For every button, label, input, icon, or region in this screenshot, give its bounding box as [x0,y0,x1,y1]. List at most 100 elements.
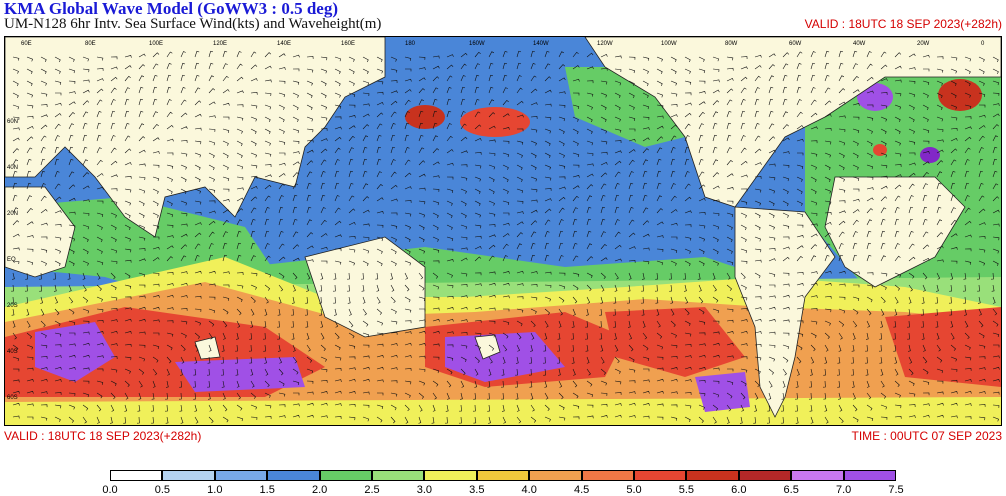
wind-barb [740,212,747,218]
wind-barb [838,50,843,58]
wind-barb [12,260,20,265]
lon-label: 120W [597,41,613,47]
wind-barb [684,158,690,166]
wind-barb [810,164,817,170]
colorbar-segment [267,470,320,481]
wind-barb [166,245,174,250]
wind-barb [264,284,271,291]
wind-barb [978,80,985,86]
wind-barb [474,332,482,337]
wind-barb [26,92,33,98]
wind-barb [376,56,383,63]
wind-barb [614,344,619,352]
wind-barb [726,212,734,218]
wind-barb [446,75,453,82]
wind-barb [208,254,214,262]
wind-barb [432,161,440,166]
wind-barb [362,236,370,241]
wind-barb [488,282,496,286]
wind-barb [893,344,897,352]
wind-barb [880,152,887,158]
wind-barb [921,332,925,340]
wind-barb [431,416,435,424]
wind-barb [754,135,761,142]
wind-barb [460,136,468,142]
wind-barb [684,284,687,292]
wind-barb [222,271,230,275]
wind-barb [123,416,127,424]
wind-barb [54,404,62,409]
wind-barb [250,64,258,70]
wind-barb [11,284,14,292]
wind-barb [390,343,398,346]
wind-barb [166,356,172,364]
wind-barb [922,161,930,166]
wind-barb [754,123,760,130]
wind-barb [641,284,644,292]
wind-barb [797,152,804,156]
wind-barb [614,150,622,154]
wind-barb [40,222,48,226]
wind-barb [180,295,188,298]
wind-barb [600,140,608,145]
wind-barb [866,51,872,58]
wind-barb [796,138,804,142]
wind-barb [936,219,943,226]
wind-barb [992,332,1000,337]
wind-barb [585,320,588,328]
wind-barb [892,332,896,340]
wind-barb [977,296,981,304]
wind-barb [824,308,832,313]
wind-barb [796,99,802,106]
wind-barb [726,236,733,243]
wind-barb [852,308,859,315]
wind-barb [768,295,776,299]
wind-barb [515,368,518,376]
wind-barb [82,404,89,411]
wind-barb [96,122,101,130]
wind-barb [432,55,440,59]
wind-barb [851,380,855,388]
wind-barb [152,75,158,82]
wind-barb [852,75,859,82]
wind-barb [460,380,465,388]
wind-barb [978,416,986,421]
wind-barb [866,230,872,238]
wind-barb [404,159,411,166]
wind-barb [978,344,986,349]
wind-barb [838,101,846,106]
wind-barb [558,219,564,226]
wind-barb [726,134,732,142]
wind-barb [250,284,257,290]
wind-barb [838,243,844,250]
wind-barb [978,158,984,166]
wind-barb [668,272,672,280]
wind-barb [712,296,719,303]
land-kerguelen [194,336,221,360]
wind-barb [319,284,323,292]
wind-barb [418,416,422,424]
wind-barb [446,259,454,262]
wind-barb [558,255,564,262]
wind-barb [908,92,916,98]
wind-barb [528,368,532,376]
wind-barb [12,68,19,74]
wind-barb [460,272,468,277]
wind-barb [12,368,20,372]
wind-barb [712,212,720,217]
wind-barb [978,114,986,118]
wind-barb [769,284,776,288]
wind-barb [236,296,243,303]
wind-barb [124,368,131,374]
wind-barb [446,224,453,230]
wind-barb [12,320,16,328]
wind-barb [754,65,762,70]
wind-barb [418,404,423,412]
wind-barb [922,368,929,375]
wind-barb [572,65,580,70]
wind-barb [460,392,463,400]
wind-barb [110,343,118,346]
wind-barb [822,380,826,388]
wind-barb [306,259,314,263]
wind-barb [418,368,426,372]
